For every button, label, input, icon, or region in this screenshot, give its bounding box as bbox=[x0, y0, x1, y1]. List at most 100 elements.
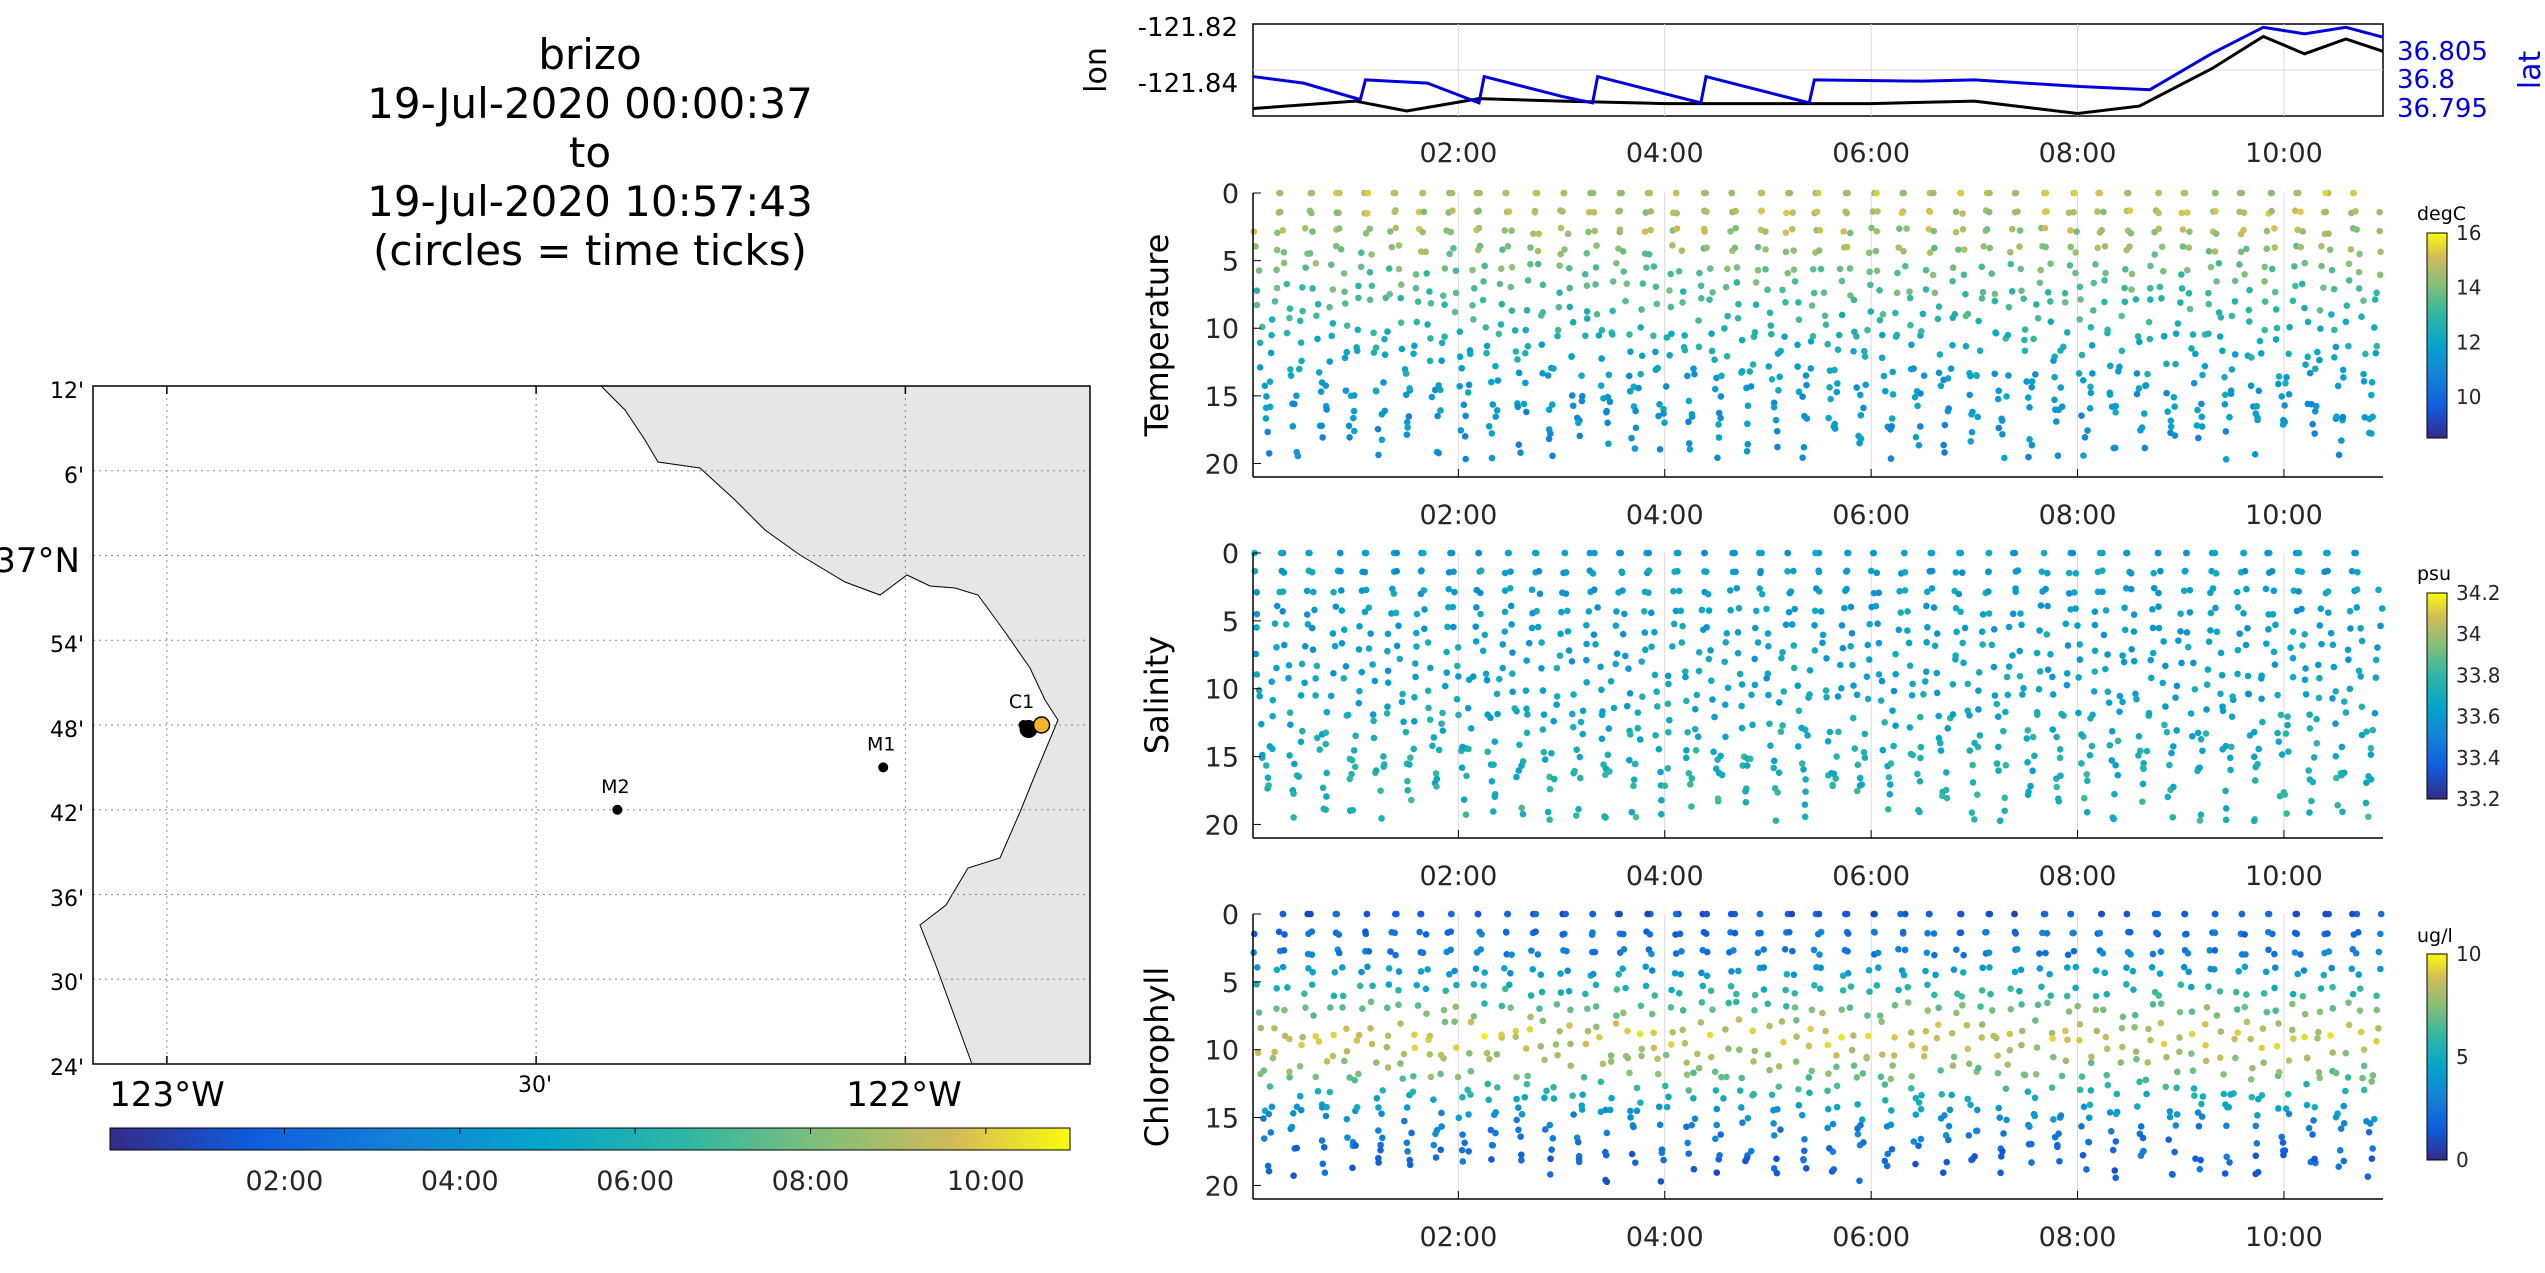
data-point bbox=[1749, 361, 1757, 368]
data-point bbox=[1875, 639, 1883, 647]
data-point bbox=[1707, 647, 1714, 654]
data-point bbox=[2099, 1006, 2107, 1014]
data-point bbox=[1765, 363, 1773, 370]
data-point bbox=[2309, 778, 2317, 786]
data-point bbox=[1843, 243, 1851, 251]
data-point bbox=[2194, 406, 2201, 414]
data-point bbox=[2119, 652, 2126, 659]
data-point bbox=[2285, 391, 2293, 398]
data-point bbox=[1688, 775, 1696, 782]
data-point bbox=[2091, 668, 2099, 675]
data-point bbox=[1863, 1053, 1871, 1061]
data-point bbox=[1826, 728, 1834, 736]
data-point bbox=[2116, 692, 2124, 700]
data-point bbox=[1365, 948, 1373, 955]
data-point bbox=[1627, 1107, 1634, 1115]
data-point bbox=[1613, 650, 1621, 658]
data-point bbox=[1711, 713, 1718, 721]
data-point bbox=[1544, 372, 1552, 379]
data-point bbox=[1469, 673, 1477, 680]
data-point bbox=[2292, 282, 2299, 290]
data-point bbox=[1509, 649, 1516, 656]
data-point bbox=[1284, 984, 1291, 991]
data-point bbox=[1323, 769, 1331, 777]
data-point bbox=[1725, 999, 1733, 1007]
data-point bbox=[1378, 1110, 1385, 1118]
data-point bbox=[1966, 391, 1973, 399]
data-point bbox=[1653, 300, 1661, 308]
data-point bbox=[1873, 982, 1881, 989]
data-point bbox=[1268, 316, 1276, 323]
data-point bbox=[1607, 1058, 1615, 1065]
data-point bbox=[1289, 422, 1297, 430]
data-point bbox=[1504, 243, 1512, 250]
data-point bbox=[2167, 417, 2175, 425]
data-point bbox=[2119, 1043, 2126, 1051]
data-point bbox=[2301, 1010, 2309, 1018]
data-point bbox=[1266, 1083, 1274, 1090]
data-point bbox=[1625, 372, 1633, 380]
data-point bbox=[1677, 970, 1685, 978]
data-point bbox=[2168, 1170, 2176, 1178]
data-point bbox=[2099, 567, 2106, 574]
y-tick-label: 10 bbox=[1205, 1036, 1239, 1067]
data-point bbox=[1373, 1094, 1381, 1102]
data-point bbox=[1341, 288, 1348, 295]
data-point bbox=[1488, 1141, 1496, 1149]
data-point bbox=[2104, 688, 2112, 696]
data-point bbox=[2213, 1012, 2221, 1019]
data-point bbox=[1685, 397, 1693, 405]
data-point bbox=[2236, 261, 2243, 268]
data-point bbox=[1341, 1057, 1348, 1065]
data-point bbox=[1384, 703, 1391, 710]
data-point bbox=[2111, 444, 2119, 452]
data-point bbox=[2306, 711, 2313, 718]
data-point bbox=[1824, 1041, 1832, 1049]
data-point bbox=[2357, 1028, 2365, 1036]
data-point bbox=[2086, 751, 2094, 759]
data-point bbox=[2069, 929, 2076, 937]
data-point bbox=[1359, 1005, 1366, 1012]
data-point bbox=[1457, 427, 1465, 434]
data-point bbox=[2197, 811, 2205, 819]
data-point bbox=[2255, 387, 2263, 395]
temperature-points bbox=[1250, 189, 2384, 477]
map-lat-tick: 36' bbox=[50, 887, 84, 912]
data-point bbox=[2143, 1090, 2150, 1098]
data-point bbox=[2044, 289, 2052, 296]
data-point bbox=[1462, 455, 1469, 463]
data-point bbox=[1738, 1104, 1745, 1111]
data-point bbox=[1490, 1111, 1498, 1119]
data-point bbox=[1411, 1031, 1418, 1039]
data-point bbox=[1556, 262, 1563, 269]
data-point bbox=[1264, 774, 1272, 781]
data-point bbox=[1697, 294, 1705, 302]
data-point bbox=[2087, 383, 2094, 391]
data-point bbox=[1605, 440, 1612, 448]
station-label: M2 bbox=[601, 776, 629, 798]
data-point bbox=[1675, 989, 1683, 997]
data-point bbox=[1844, 930, 1852, 937]
data-point bbox=[2083, 808, 2091, 816]
data-point bbox=[1562, 590, 1570, 597]
data-point bbox=[1420, 549, 1427, 557]
data-point bbox=[1593, 1023, 1600, 1031]
data-point bbox=[2294, 970, 2301, 978]
data-point bbox=[1296, 1092, 1304, 1100]
data-point bbox=[1480, 278, 1487, 285]
salinity-points bbox=[1251, 549, 2386, 838]
data-point bbox=[2172, 330, 2180, 337]
data-point bbox=[2201, 1020, 2209, 1028]
data-point bbox=[2247, 1076, 2255, 1083]
data-point bbox=[1738, 367, 1746, 375]
data-point bbox=[2222, 787, 2229, 795]
data-point bbox=[2253, 402, 2260, 410]
data-point bbox=[1392, 224, 1400, 232]
data-point bbox=[1619, 587, 1626, 594]
data-point bbox=[1447, 549, 1454, 557]
data-point bbox=[1739, 1119, 1746, 1126]
data-point bbox=[1599, 1060, 1607, 1068]
data-point bbox=[1495, 330, 1503, 338]
data-point bbox=[1819, 1009, 1826, 1017]
